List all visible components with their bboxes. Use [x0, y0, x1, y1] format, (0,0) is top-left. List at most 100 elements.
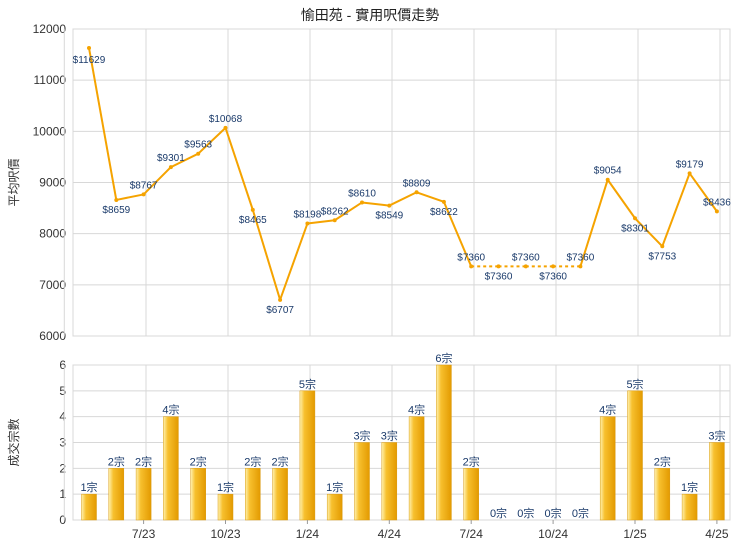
- data-point: [223, 125, 228, 130]
- x-tick-label: 7/24: [460, 527, 484, 541]
- bar: [599, 416, 616, 521]
- bar: [627, 390, 643, 521]
- data-label: $8809: [403, 178, 431, 189]
- bar-label: 0宗: [490, 506, 507, 520]
- bar-label: 2宗: [190, 454, 207, 468]
- data-label: $7360: [457, 252, 485, 263]
- data-label: $8622: [430, 207, 458, 218]
- x-tick-label: 1/25: [623, 527, 647, 541]
- bar: [245, 468, 261, 521]
- y-tick-label: 0: [59, 513, 66, 527]
- y-tick-label: 2: [59, 461, 66, 475]
- bar: [217, 493, 234, 521]
- data-label: $8436: [703, 197, 731, 208]
- series-segment: [634, 217, 664, 248]
- bar-label: 3宗: [708, 429, 725, 443]
- bar: [299, 390, 316, 521]
- data-label: $9054: [594, 166, 622, 177]
- bar: [463, 468, 479, 521]
- bar: [709, 442, 725, 521]
- series-segment: [416, 191, 445, 203]
- y-tick-label: 1: [59, 487, 66, 501]
- data-label: $9301: [157, 153, 185, 164]
- series-segment: [334, 201, 363, 222]
- series-segment: [279, 223, 309, 301]
- bar: [436, 364, 452, 521]
- bar: [326, 493, 343, 521]
- data-point: [605, 177, 610, 182]
- data-point: [414, 190, 419, 195]
- series-segment: [142, 166, 172, 196]
- bar-label: 6宗: [435, 351, 452, 365]
- data-label: $8301: [621, 223, 649, 234]
- data-label: $7360: [539, 271, 567, 282]
- y-tick-label: 7000: [39, 278, 66, 292]
- data-point: [551, 264, 556, 269]
- data-point: [469, 264, 474, 269]
- y-tick-label: 4: [59, 410, 66, 424]
- data-label: $8465: [239, 215, 267, 226]
- bar-label: 4宗: [162, 403, 179, 417]
- bar-label: 5宗: [626, 377, 643, 391]
- data-point: [278, 297, 283, 302]
- bar-label: 2宗: [463, 454, 480, 468]
- data-point: [687, 171, 692, 176]
- y-tick-label: 10000: [33, 124, 67, 138]
- data-point: [660, 244, 665, 249]
- series-segment: [197, 127, 227, 155]
- series-segment: [224, 127, 254, 211]
- data-point: [87, 45, 91, 50]
- data-point: [387, 203, 392, 208]
- y-tick-label: 5: [59, 384, 66, 398]
- bar-label: 2宗: [108, 454, 125, 468]
- y-axis-label: 成交宗數: [6, 418, 21, 466]
- data-point: [578, 264, 583, 269]
- chart-title: 愉田苑 - 實用呎價走勢: [301, 7, 439, 23]
- series-segment: [251, 209, 282, 301]
- data-point: [114, 197, 119, 202]
- series-segment: [361, 201, 390, 207]
- data-label: $11629: [73, 55, 106, 66]
- bar-label: 4宗: [408, 403, 425, 417]
- bar-label: 3宗: [353, 429, 370, 443]
- price-line-panel: 6000 7000 8000 9000 10000 11000 12000 平均呎價 $1162…: [7, 22, 731, 343]
- data-point: [250, 207, 255, 212]
- data-point: [360, 200, 364, 205]
- data-point: [714, 209, 719, 214]
- bar: [163, 416, 179, 521]
- bar-label: 1宗: [681, 480, 698, 494]
- bar: [272, 468, 288, 521]
- bar-label: 1宗: [326, 480, 343, 494]
- bar-label: 4宗: [599, 403, 616, 417]
- bar-label: 3宗: [381, 429, 398, 443]
- y-tick-label: 9000: [39, 176, 66, 190]
- series-segment: [579, 179, 609, 267]
- data-label: $7753: [648, 251, 676, 262]
- series-segment: [442, 201, 473, 267]
- series-segment: [116, 193, 144, 201]
- bar: [408, 416, 425, 521]
- x-tick-label: 10/23: [210, 527, 240, 541]
- data-point: [305, 221, 310, 226]
- data-point: [633, 216, 637, 221]
- series-segment: [388, 191, 418, 207]
- data-label: $8549: [375, 211, 403, 222]
- data-label: $8198: [293, 210, 321, 221]
- bar: [681, 493, 698, 521]
- bar: [108, 468, 125, 521]
- y-axis-label: 平均呎價: [7, 158, 21, 206]
- data-label: $8610: [348, 188, 376, 199]
- y-tick-label: 11000: [34, 73, 67, 87]
- x-tick-label: 1/24: [296, 527, 320, 541]
- y-tick-label: 6000: [39, 329, 66, 343]
- data-point: [441, 199, 446, 204]
- data-label: $8262: [321, 206, 349, 217]
- x-tick-label: 10/24: [538, 527, 568, 541]
- series-segment: [661, 172, 691, 247]
- data-point: [332, 218, 337, 223]
- data-label: $9179: [676, 159, 704, 170]
- series-segment: [688, 172, 718, 212]
- data-label: $7360: [566, 252, 594, 263]
